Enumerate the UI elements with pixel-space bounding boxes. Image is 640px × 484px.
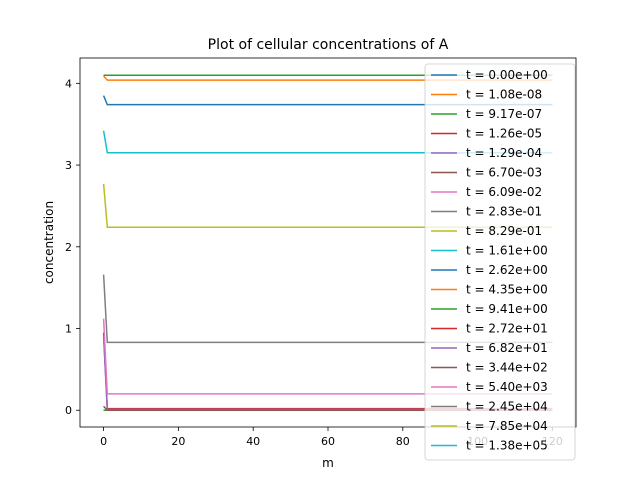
legend-label: t = 6.70e-03 <box>466 166 542 180</box>
y-tick-label: 2 <box>65 241 72 254</box>
y-tick-label: 4 <box>65 77 72 90</box>
series-line <box>103 75 553 81</box>
x-tick-label: 40 <box>246 435 260 448</box>
legend-label: t = 2.62e+00 <box>466 263 548 277</box>
legend-label: t = 5.40e+03 <box>466 380 548 394</box>
legend-label: t = 7.85e+04 <box>466 419 548 433</box>
legend-label: t = 1.29e-04 <box>466 146 542 160</box>
x-tick-label: 0 <box>100 435 107 448</box>
x-tick-label: 60 <box>321 435 335 448</box>
legend-label: t = 0.00e+00 <box>466 68 548 82</box>
x-tick-label: 80 <box>396 435 410 448</box>
series-line <box>102 95 553 106</box>
legend: t = 0.00e+00 t = 1.08e-08 t = 9.17e-07 t = … <box>424 63 576 461</box>
legend-label: t = 6.82e+01 <box>466 341 548 355</box>
legend-label: t = 2.83e-01 <box>466 205 542 219</box>
series-line <box>102 130 553 154</box>
y-tick-label: 0 <box>65 404 72 417</box>
legend-label: t = 1.08e-08 <box>466 88 542 102</box>
legend-label: t = 8.29e-01 <box>466 224 542 238</box>
x-tick-label: 20 <box>171 435 185 448</box>
legend-label: t = 6.09e-02 <box>466 185 542 199</box>
legend-label: t = 1.38e+05 <box>466 439 548 453</box>
legend-box <box>424 63 576 461</box>
series-line <box>102 183 553 228</box>
legend-label: t = 2.45e+04 <box>466 400 548 414</box>
legend-label: t = 2.72e+01 <box>466 322 548 336</box>
series-line <box>102 318 553 395</box>
series-line <box>103 405 553 411</box>
series-line <box>102 274 553 344</box>
legend-label: t = 4.35e+00 <box>466 283 548 297</box>
y-axis-label: concentration <box>42 201 56 284</box>
legend-label: t = 3.44e+02 <box>466 361 548 375</box>
y-axis: 0 1 2 3 4 <box>65 77 80 417</box>
chart-title: Plot of cellular concentrations of A <box>208 37 449 53</box>
legend-label: t = 9.17e-07 <box>466 107 542 121</box>
legend-label: t = 1.26e-05 <box>466 127 542 141</box>
y-tick-label: 1 <box>65 323 72 336</box>
x-axis-label: m <box>322 456 334 470</box>
legend-label: t = 9.41e+00 <box>466 302 548 316</box>
series-layer <box>102 74 553 411</box>
legend-label: t = 1.61e+00 <box>466 244 548 258</box>
y-tick-label: 3 <box>65 159 72 172</box>
